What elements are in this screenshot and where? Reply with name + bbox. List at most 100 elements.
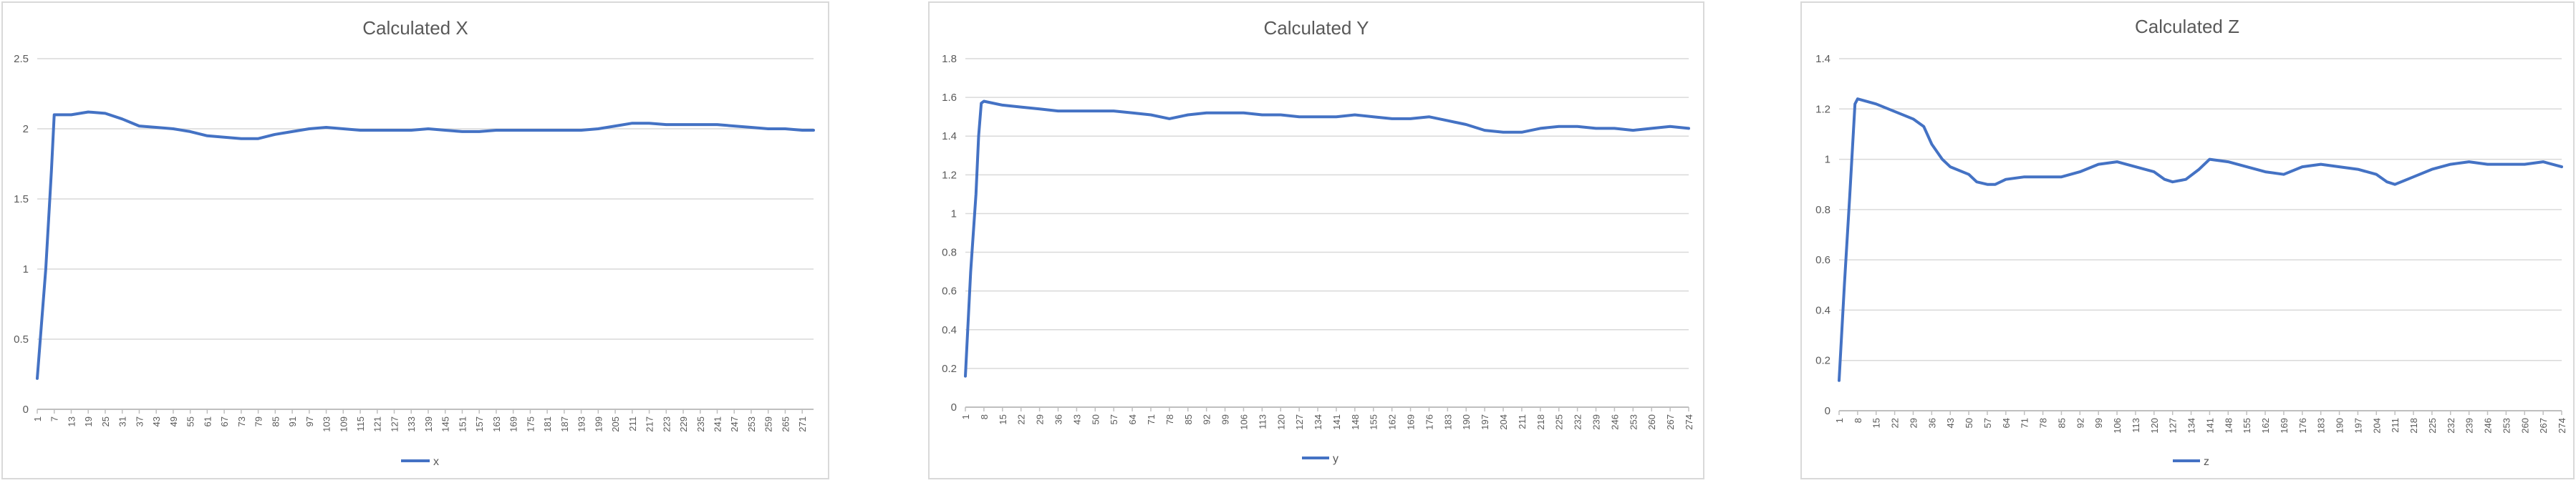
x-tick-label: 145 [440, 416, 451, 432]
x-tick-label: 162 [1387, 414, 1398, 430]
x-tick-label: 64 [1127, 414, 1138, 424]
x-tick-label: 43 [151, 416, 162, 426]
y-tick-label: 0.2 [1815, 355, 1830, 367]
x-tick-label: 211 [2390, 418, 2401, 433]
x-tick-label: 92 [2075, 418, 2085, 428]
x-tick-label: 134 [1313, 414, 1323, 430]
x-tick-label: 141 [1331, 414, 1342, 430]
x-tick-label: 211 [1517, 414, 1528, 429]
chart-panel-y[interactable]: Calculated Y 0 0.2 0.4 0.6 0.8 1 1.2 1.4 1.6 1.8 … [928, 1, 1704, 479]
y-tick-label: 1.5 [14, 193, 29, 205]
x-tick-label: 15 [998, 414, 1008, 424]
x-tick-label: 22 [1016, 414, 1027, 424]
x-tick-label: 204 [2371, 418, 2382, 434]
y-tick-label: 2.5 [14, 53, 29, 65]
x-tick-label: 190 [1461, 414, 1472, 430]
x-tick-label: 190 [2335, 418, 2345, 434]
x-tick-label: 1 [960, 414, 971, 419]
x-tick-label: 106 [2112, 418, 2123, 434]
x-tick-label: 139 [423, 416, 434, 432]
x-tick-label: 193 [577, 416, 587, 432]
x-tick-label: 1 [32, 416, 43, 421]
legend: z [2173, 456, 2209, 468]
x-tick-label: 267 [1665, 414, 1676, 430]
x-tick-label: 29 [1035, 414, 1046, 424]
x-tick-label: 253 [2501, 418, 2512, 434]
x-tick-label: 274 [1684, 414, 1694, 430]
y-tick-label: 1.4 [942, 130, 957, 142]
y-tick-label: 0 [1825, 405, 1830, 417]
x-tick-label: 73 [236, 416, 247, 426]
chart-svg-x: Calculated X 0 0.5 1 1.5 2 2.5 1 7 13 19 25 31 37 43… [14, 17, 815, 468]
x-tick-label: 37 [134, 416, 145, 426]
x-tick-label: 169 [2279, 418, 2290, 434]
x-tick-label: 235 [695, 416, 706, 432]
chart-svg-z: Calculated Z 0 0.2 0.4 0.6 0.8 1 1.2 1.4 1 8 15 22… [1815, 16, 2567, 468]
x-tick-label: 187 [559, 416, 570, 432]
y-tick-label: 0 [23, 404, 29, 416]
x-tick-label: 218 [2408, 418, 2419, 434]
x-tick-label: 183 [1442, 414, 1453, 430]
x-tick-label: 127 [2168, 418, 2179, 434]
y-tick-label: 1.8 [942, 53, 957, 65]
x-tick-label: 7 [49, 416, 60, 421]
x-tick-label: 99 [1220, 414, 1231, 424]
x-tick-label: 29 [1908, 418, 1919, 428]
x-tick-label: 50 [1090, 414, 1101, 424]
x-tick-label: 223 [661, 416, 672, 432]
y-tick-label: 1 [23, 263, 29, 275]
x-tick-label: 197 [2353, 418, 2363, 434]
x-tick-label: 50 [1964, 418, 1974, 428]
x-tick-label: 253 [1628, 414, 1639, 430]
x-tick-label: 211 [627, 416, 638, 431]
x-tick-label: 157 [474, 416, 485, 432]
chart-svg-y: Calculated Y 00.20.40.60.811.21.41.61.8 … [942, 17, 1694, 465]
x-tick-label: 71 [1146, 414, 1157, 424]
x-tick-label: 106 [1238, 414, 1249, 430]
x-tick-label: 113 [2131, 418, 2141, 433]
x-tick-label: 155 [1369, 414, 1379, 430]
x-tick-label: 78 [2038, 418, 2049, 428]
series-line-x [36, 110, 815, 380]
x-tick-label: 259 [763, 416, 774, 432]
y-tick-label: 1.4 [1815, 53, 1830, 65]
x-tick-label: 197 [1480, 414, 1490, 430]
x-tick-label: 31 [117, 416, 128, 426]
y-tick-label: 1 [1825, 154, 1830, 166]
x-tick-label: 205 [610, 416, 621, 432]
x-tick-label: 91 [287, 416, 298, 426]
chart-panel-z[interactable]: Calculated Z 0 0.2 0.4 0.6 0.8 1 1.2 1.4 1 8 15 22… [1800, 1, 2575, 479]
x-tick-label: 36 [1053, 414, 1063, 424]
x-tick-label: 176 [2297, 418, 2308, 434]
y-tick-label: 0.8 [942, 247, 957, 259]
x-tick-label: 109 [338, 416, 349, 432]
x-tick-label: 247 [729, 416, 740, 432]
y-tick-label: 0.4 [942, 324, 957, 336]
y-tick-label: 0.6 [942, 286, 957, 298]
x-tick-label: 8 [1853, 418, 1863, 423]
x-tick-label: 25 [100, 416, 111, 426]
x-tick-label: 225 [2427, 418, 2438, 434]
x-tick-label: 49 [168, 416, 179, 426]
y-tick-label: 0 [951, 401, 957, 414]
x-tick-label: 85 [2056, 418, 2067, 428]
x-tick-label: 169 [1406, 414, 1417, 430]
chart-title: Calculated X [362, 17, 468, 39]
x-tick-label: 99 [2093, 418, 2104, 428]
x-tick-label: 271 [797, 416, 808, 432]
x-tick-label: 253 [746, 416, 757, 432]
x-tick-label: 141 [2204, 418, 2215, 434]
chart-panel-x[interactable]: Calculated X 0 0.5 1 1.5 2 2.5 1 7 13 19 25 31 37 43… [1, 1, 829, 479]
series-line-y [964, 99, 1690, 378]
x-tick-label: 43 [1945, 418, 1956, 428]
x-tick-label: 36 [1926, 418, 1937, 428]
x-tick-label: 8 [979, 414, 990, 419]
x-tick-label: 61 [202, 416, 213, 426]
x-tick-label: 204 [1498, 414, 1509, 430]
x-tick-label: 265 [780, 416, 791, 432]
x-tick-label: 127 [1294, 414, 1305, 430]
x-tick-label: 120 [2149, 418, 2160, 434]
x-tick-label: 169 [508, 416, 519, 432]
chart-title: Calculated Z [2135, 16, 2239, 37]
y-tick-label: 2 [23, 123, 29, 135]
